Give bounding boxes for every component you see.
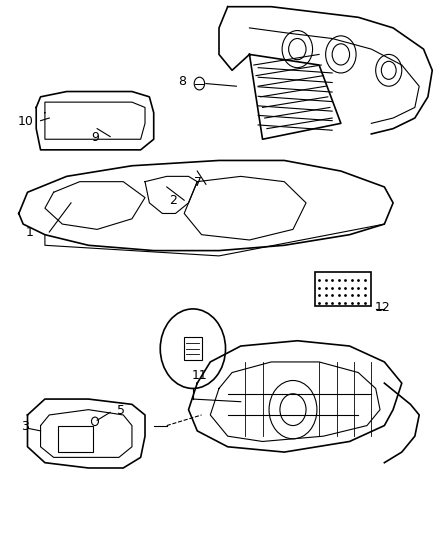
Text: 9: 9: [91, 131, 99, 144]
Text: 11: 11: [191, 369, 207, 382]
Bar: [184, 337, 201, 360]
Bar: [58, 425, 93, 452]
Bar: [315, 272, 371, 306]
Text: 10: 10: [18, 115, 33, 128]
Text: 3: 3: [21, 420, 29, 433]
Text: 8: 8: [178, 76, 186, 88]
Text: 5: 5: [117, 404, 125, 417]
Text: 7: 7: [194, 176, 202, 189]
Text: 2: 2: [170, 193, 177, 207]
Text: 1: 1: [26, 225, 34, 239]
Text: 12: 12: [374, 301, 390, 314]
